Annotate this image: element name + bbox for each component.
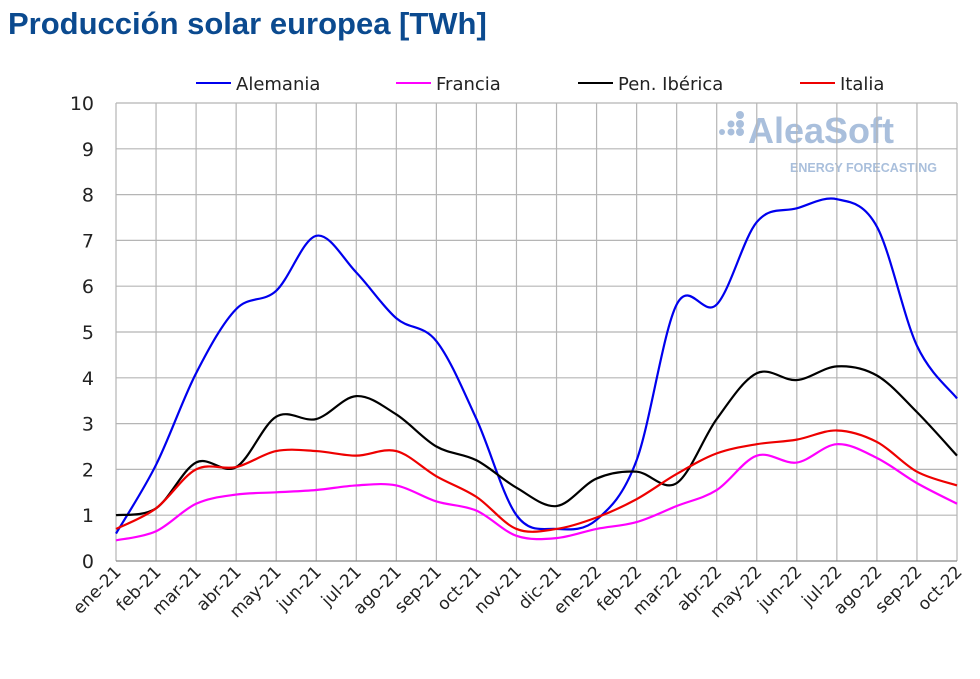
watermark-brand: AleaSoft xyxy=(748,110,894,151)
legend-label: Alemania xyxy=(236,74,320,95)
y-tick-label: 5 xyxy=(82,322,94,344)
logo-dot xyxy=(736,120,744,128)
chart-title: Producción solar europea [TWh] xyxy=(8,6,487,41)
x-tick-label: ene-21 xyxy=(69,562,125,618)
logo-dot xyxy=(719,129,725,135)
series-line-alemania xyxy=(115,197,958,535)
y-tick-label: 6 xyxy=(82,276,94,298)
legend-label: Italia xyxy=(840,74,884,95)
y-tick-label: 2 xyxy=(82,459,94,481)
logo-dot xyxy=(736,128,744,136)
legend-label: Francia xyxy=(436,74,501,95)
series-line-pen-ib-rica xyxy=(115,365,958,517)
y-tick-label: 7 xyxy=(82,230,94,252)
logo-dot xyxy=(727,120,735,128)
legend-label: Pen. Ibérica xyxy=(618,74,723,95)
x-tick-label: jun-22 xyxy=(753,562,806,615)
y-tick-label: 3 xyxy=(82,414,94,436)
y-tick-label: 1 xyxy=(82,505,94,527)
series-line-francia xyxy=(115,443,958,542)
series-line-italia xyxy=(115,429,958,533)
y-tick-label: 0 xyxy=(82,551,94,573)
y-tick-label: 9 xyxy=(82,139,94,161)
logo-dot xyxy=(727,128,735,136)
x-tick-label: jun-21 xyxy=(273,562,326,615)
watermark-tagline: ENERGY FORECASTING xyxy=(790,161,937,175)
logo-dot xyxy=(736,111,744,119)
y-tick-label: 4 xyxy=(82,368,94,390)
y-tick-label: 10 xyxy=(70,93,94,115)
x-tick-label: oct-22 xyxy=(914,562,966,614)
y-tick-label: 8 xyxy=(82,185,94,207)
